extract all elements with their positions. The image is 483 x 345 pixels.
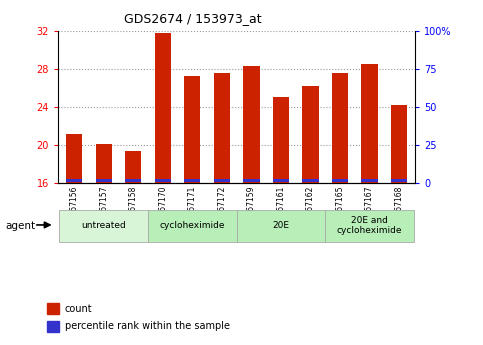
Bar <box>184 76 200 183</box>
Bar <box>361 64 378 183</box>
Bar <box>155 33 171 183</box>
Bar <box>125 179 142 183</box>
Bar <box>148 210 237 241</box>
Bar <box>214 179 230 183</box>
Bar <box>47 321 59 332</box>
Bar <box>66 134 82 183</box>
Bar <box>125 151 142 183</box>
Bar <box>302 179 319 183</box>
Text: count: count <box>65 304 92 314</box>
Text: GDS2674 / 153973_at: GDS2674 / 153973_at <box>125 12 262 25</box>
Text: 20E and
cycloheximide: 20E and cycloheximide <box>337 216 402 235</box>
Bar <box>237 210 325 241</box>
Text: percentile rank within the sample: percentile rank within the sample <box>65 321 230 331</box>
Bar <box>214 73 230 183</box>
Bar <box>59 210 148 241</box>
Bar <box>391 179 407 183</box>
Bar <box>243 66 259 183</box>
Bar <box>96 144 112 183</box>
Bar <box>243 179 259 183</box>
Bar <box>96 179 112 183</box>
Bar <box>155 179 171 183</box>
Text: 20E: 20E <box>272 221 289 230</box>
Bar <box>273 179 289 183</box>
Bar <box>273 97 289 183</box>
Bar <box>302 86 319 183</box>
Bar <box>47 303 59 314</box>
Text: cycloheximide: cycloheximide <box>159 221 225 230</box>
Bar <box>391 105 407 183</box>
Text: agent: agent <box>6 221 36 231</box>
Text: untreated: untreated <box>81 221 126 230</box>
Bar <box>66 179 82 183</box>
Bar <box>332 73 348 183</box>
Bar <box>361 179 378 183</box>
Bar <box>325 210 414 241</box>
Bar <box>332 179 348 183</box>
Bar <box>184 179 200 183</box>
